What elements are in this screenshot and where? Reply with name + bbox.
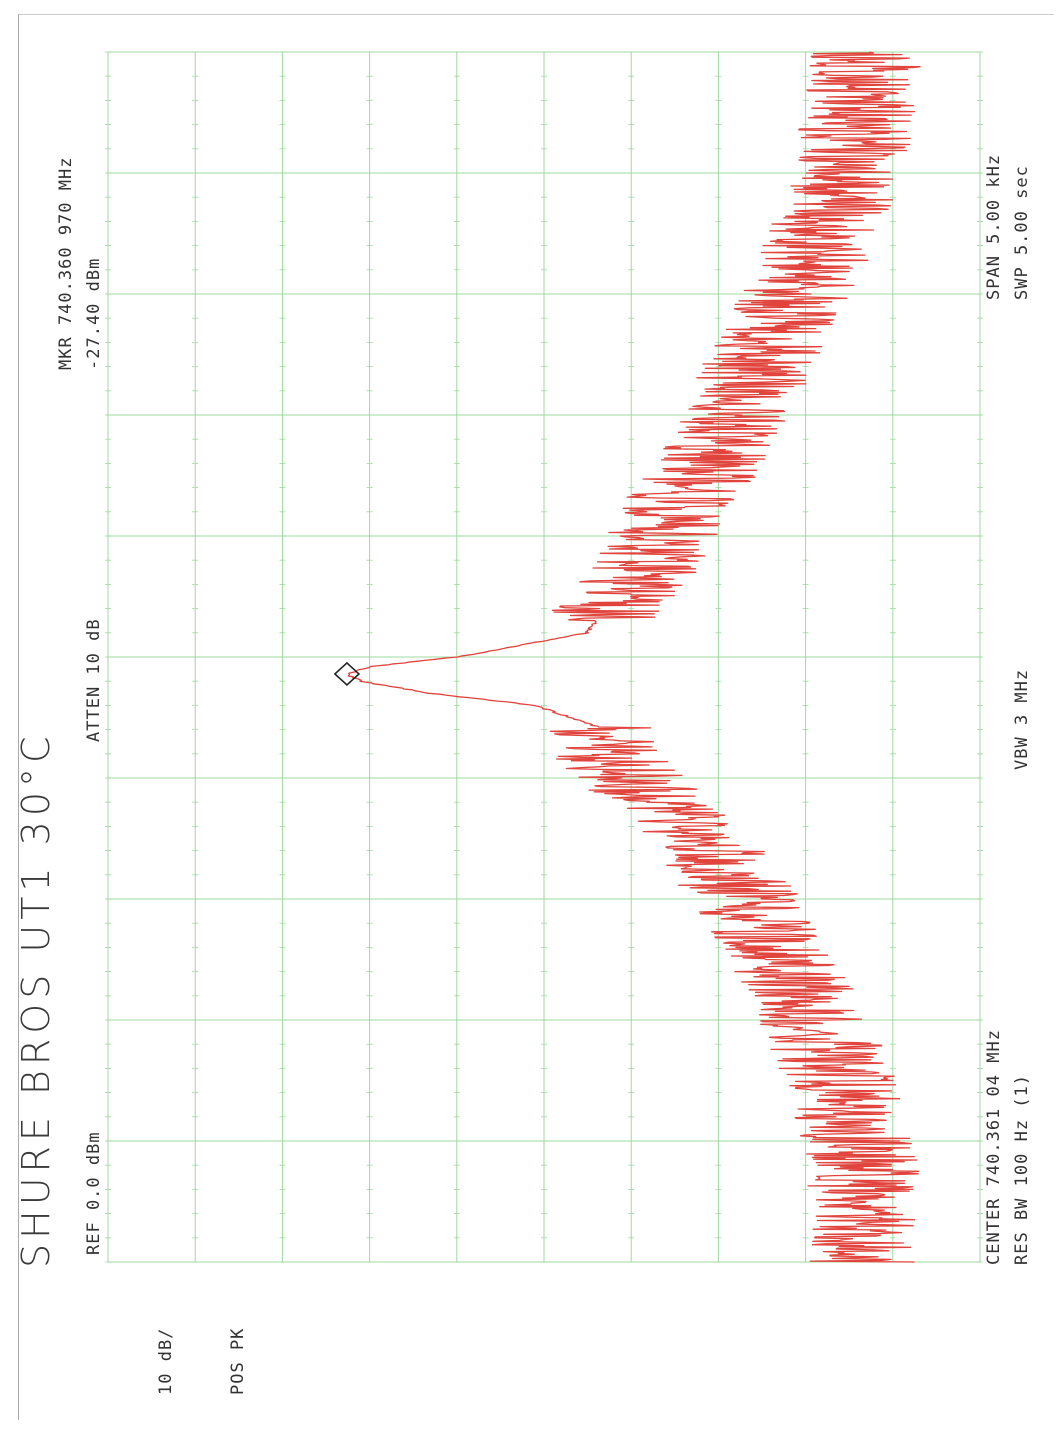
peak-marker [333,661,361,687]
spectrum-trace [347,51,921,1263]
sheet-border [18,14,1054,1420]
